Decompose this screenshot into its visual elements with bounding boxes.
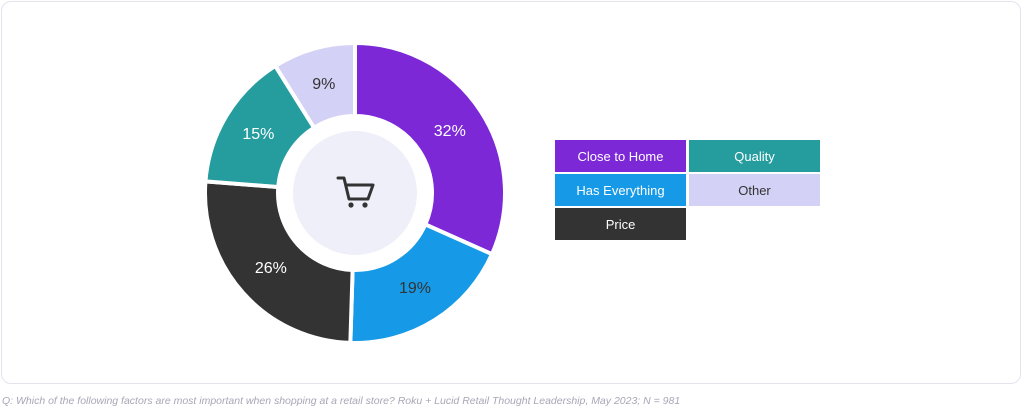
legend-item-has-everything: Has Everything [555,174,686,206]
slice-other [273,41,357,130]
center-disc [293,131,417,255]
slice-labels: 32% 19% 26% 15% 9% [242,76,466,297]
footnote: Q: Which of the following factors are mo… [2,395,681,407]
slice-close-to-home [353,41,507,257]
data-label-price: 26% [255,260,287,277]
legend-item-quality: Quality [689,140,820,172]
data-label-other: 9% [312,76,335,93]
slice-price [203,179,355,345]
legend-item-close-to-home: Close to Home [555,140,686,172]
slice-has-everything [348,222,494,345]
shopping-cart-icon [336,176,375,208]
chart-card [1,1,1021,384]
data-label-has-everything: 19% [399,280,431,297]
data-label-close-to-home: 32% [434,123,466,140]
data-label-quality: 15% [242,126,274,143]
donut-chart: 32% 19% 26% 15% 9% [203,41,507,345]
chart-legend: Close to Home Quality Has Everything Other P… [555,140,820,240]
legend-item-price: Price [555,208,686,240]
legend-item-other: Other [689,174,820,206]
donut-slices [203,41,507,345]
